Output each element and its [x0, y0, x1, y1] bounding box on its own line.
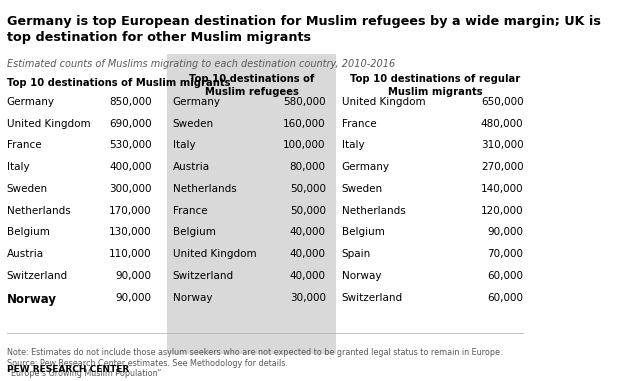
Text: 130,000: 130,000 [109, 227, 151, 237]
Text: “Europe’s Growing Muslim Population”: “Europe’s Growing Muslim Population” [6, 369, 161, 378]
Text: 80,000: 80,000 [289, 162, 326, 172]
Text: 100,000: 100,000 [283, 141, 326, 150]
Bar [167, 54, 336, 354]
Text: 60,000: 60,000 [487, 271, 523, 281]
Text: 40,000: 40,000 [289, 227, 326, 237]
Text: United Kingdom: United Kingdom [173, 249, 256, 259]
Text: 160,000: 160,000 [283, 119, 326, 129]
Text: 40,000: 40,000 [289, 249, 326, 259]
Text: Italy: Italy [6, 162, 29, 172]
Text: 60,000: 60,000 [487, 293, 523, 303]
Text: 90,000: 90,000 [116, 293, 151, 303]
Text: Germany: Germany [173, 97, 221, 107]
Text: Top 10 destinations of Muslim migrants: Top 10 destinations of Muslim migrants [6, 78, 230, 88]
Text: Italy: Italy [173, 141, 195, 150]
Text: 300,000: 300,000 [109, 184, 151, 194]
Text: Spain: Spain [342, 249, 371, 259]
Text: Switzerland: Switzerland [6, 271, 68, 281]
Text: 270,000: 270,000 [481, 162, 523, 172]
Text: Norway: Norway [173, 293, 212, 303]
Text: Sweden: Sweden [342, 184, 383, 194]
Text: 530,000: 530,000 [109, 141, 151, 150]
Text: 50,000: 50,000 [289, 184, 326, 194]
Text: France: France [342, 119, 376, 129]
Text: 650,000: 650,000 [481, 97, 523, 107]
Text: France: France [6, 141, 41, 150]
Text: 850,000: 850,000 [109, 97, 151, 107]
Text: 140,000: 140,000 [481, 184, 523, 194]
Text: Austria: Austria [173, 162, 210, 172]
Text: 90,000: 90,000 [487, 227, 523, 237]
Text: 310,000: 310,000 [481, 141, 523, 150]
Text: 120,000: 120,000 [481, 206, 523, 216]
Text: Switzerland: Switzerland [173, 271, 234, 281]
Text: Belgium: Belgium [6, 227, 50, 237]
Text: France: France [173, 206, 207, 216]
Text: Sweden: Sweden [173, 119, 214, 129]
Text: United Kingdom: United Kingdom [342, 97, 425, 107]
Text: Top 10 destinations of
Muslim refugees: Top 10 destinations of Muslim refugees [189, 74, 315, 97]
Text: Belgium: Belgium [342, 227, 384, 237]
Text: PEW RESEARCH CENTER: PEW RESEARCH CENTER [6, 365, 129, 374]
Text: Netherlands: Netherlands [6, 206, 71, 216]
Text: Switzerland: Switzerland [342, 293, 403, 303]
Text: Austria: Austria [6, 249, 44, 259]
Text: 30,000: 30,000 [289, 293, 326, 303]
Text: 690,000: 690,000 [109, 119, 151, 129]
Text: Italy: Italy [342, 141, 364, 150]
Text: 400,000: 400,000 [109, 162, 151, 172]
Text: Germany: Germany [6, 97, 55, 107]
Text: 480,000: 480,000 [481, 119, 523, 129]
Text: 90,000: 90,000 [116, 271, 151, 281]
Text: Top 10 destinations of regular
Muslim migrants: Top 10 destinations of regular Muslim mi… [350, 74, 520, 97]
Text: 170,000: 170,000 [109, 206, 151, 216]
Text: Germany: Germany [342, 162, 389, 172]
Text: 40,000: 40,000 [289, 271, 326, 281]
Text: 50,000: 50,000 [289, 206, 326, 216]
Text: Norway: Norway [342, 271, 381, 281]
Text: Germany is top European destination for Muslim refugees by a wide margin; UK is
: Germany is top European destination for … [6, 14, 600, 43]
Text: Netherlands: Netherlands [342, 206, 405, 216]
Text: Netherlands: Netherlands [173, 184, 237, 194]
Text: Belgium: Belgium [173, 227, 216, 237]
Text: 70,000: 70,000 [487, 249, 523, 259]
Text: Source: Pew Research Center estimates. See Methodology for details.: Source: Pew Research Center estimates. S… [6, 359, 287, 368]
Text: Note: Estimates do not include those asylum seekers who are not expected to be g: Note: Estimates do not include those asy… [6, 348, 502, 357]
Text: Norway: Norway [6, 293, 57, 306]
Text: 110,000: 110,000 [109, 249, 151, 259]
Text: 580,000: 580,000 [283, 97, 326, 107]
Text: Sweden: Sweden [6, 184, 48, 194]
Text: United Kingdom: United Kingdom [6, 119, 90, 129]
Text: Estimated counts of Muslims migrating to each destination country, 2010-2016: Estimated counts of Muslims migrating to… [6, 59, 395, 69]
